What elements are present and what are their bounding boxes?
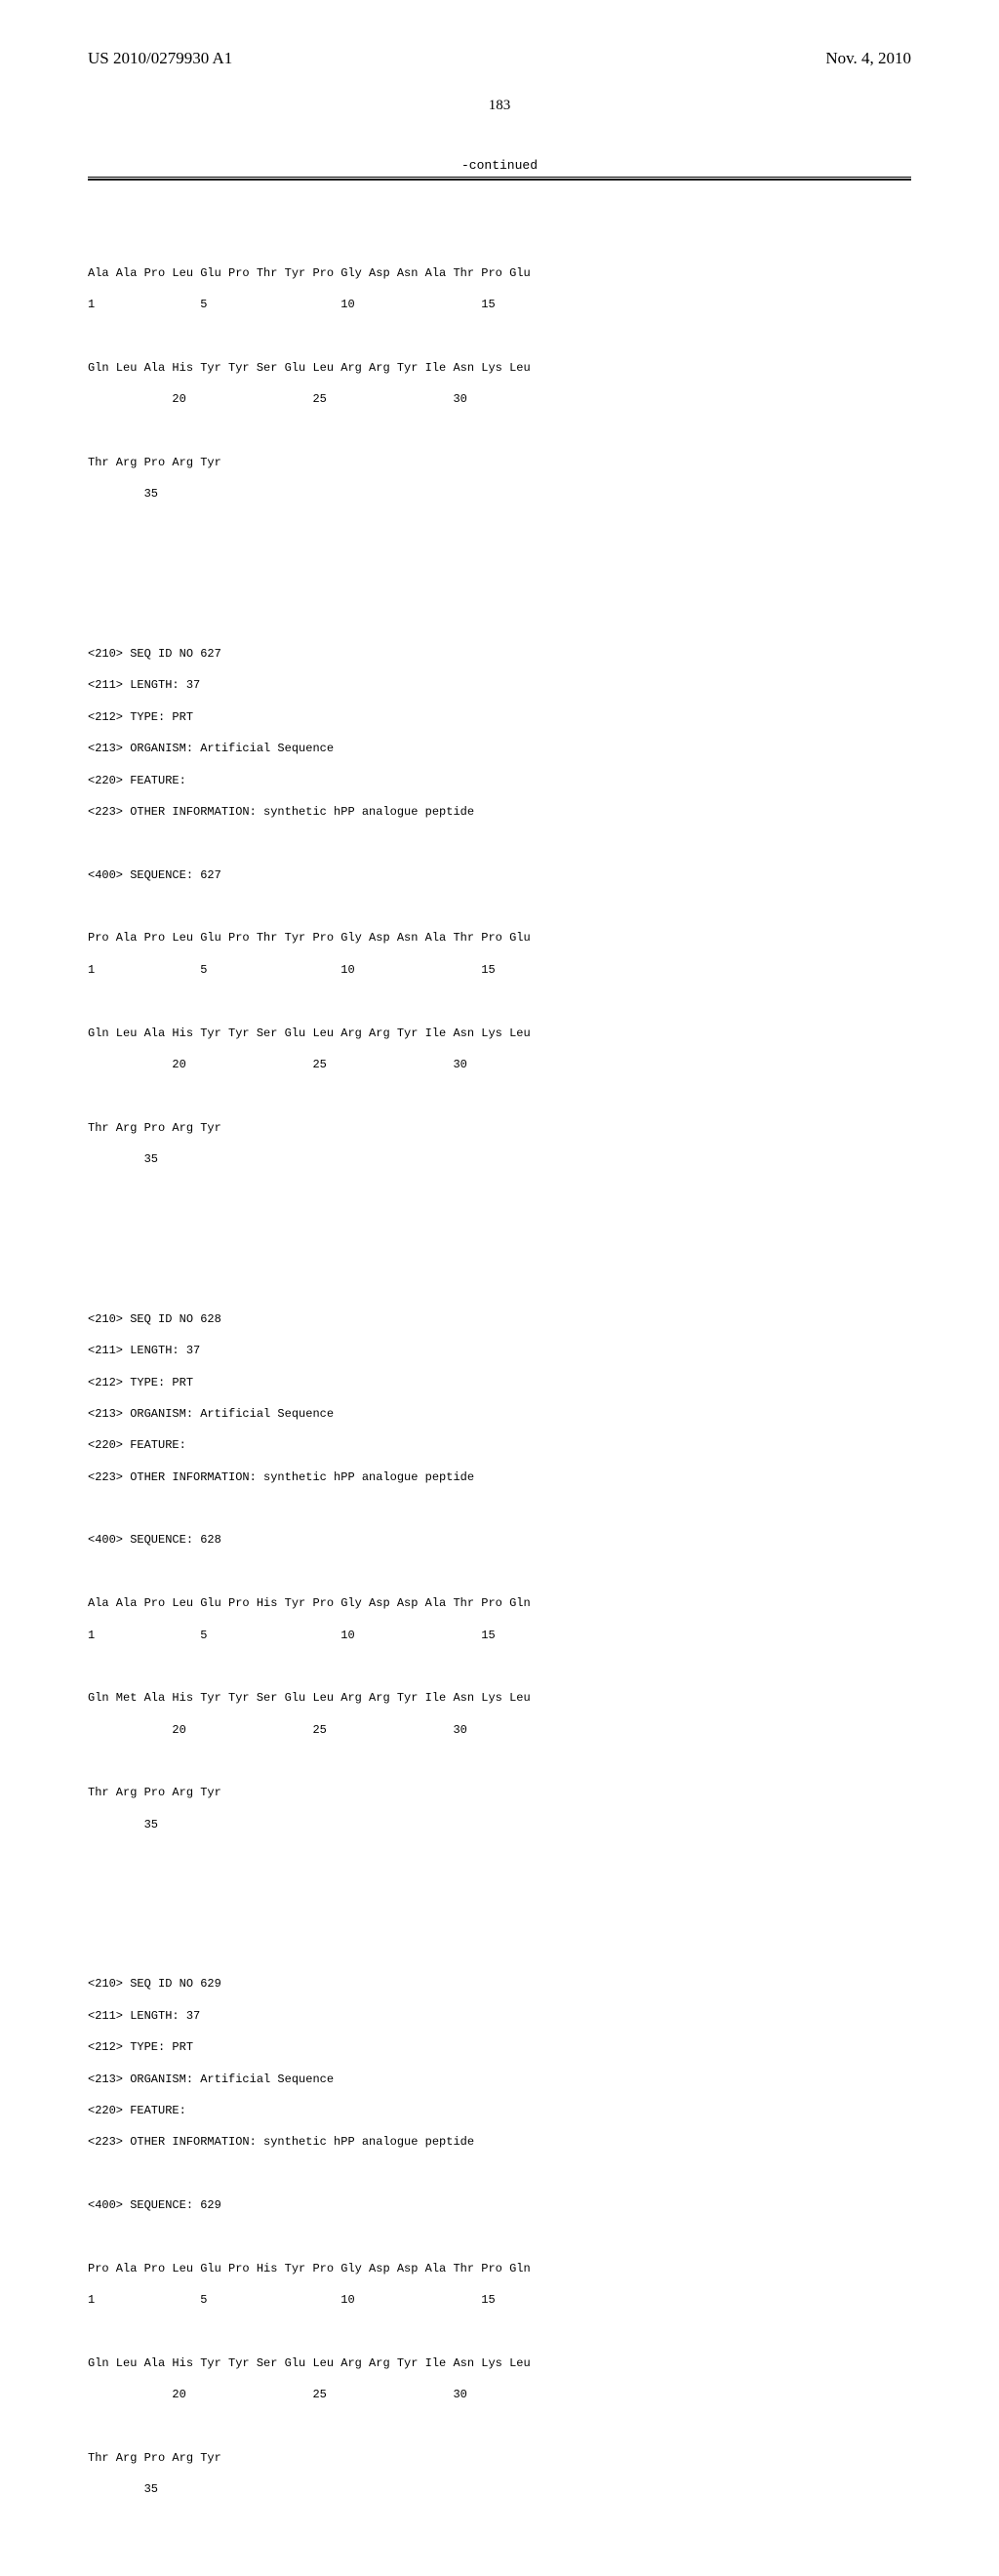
position-row: 1 5 10 15 <box>88 297 911 312</box>
residues-row: Pro Ala Pro Leu Glu Pro His Tyr Pro Gly … <box>88 2261 911 2276</box>
residues-row: Thr Arg Pro Arg Tyr <box>88 2450 911 2466</box>
position-row: 1 5 10 15 <box>88 962 911 978</box>
blank-row <box>88 1279 911 1295</box>
publication-number: US 2010/0279930 A1 <box>88 49 232 68</box>
blank-row <box>88 615 911 630</box>
residues-row: Pro Ala Pro Leu Glu Pro Thr Tyr Pro Gly … <box>88 930 911 946</box>
seq-label: <400> SEQUENCE: 629 <box>88 2197 911 2213</box>
position-row: 20 25 30 <box>88 2387 911 2402</box>
seq-header-line: <223> OTHER INFORMATION: synthetic hPP a… <box>88 2134 911 2150</box>
seq-header-line: <210> SEQ ID NO 629 <box>88 1976 911 1992</box>
seq-header-line: <212> TYPE: PRT <box>88 1375 911 1390</box>
publication-date: Nov. 4, 2010 <box>825 49 911 68</box>
sequence-block: Ala Ala Pro Leu Glu Pro Thr Tyr Pro Gly … <box>88 250 911 534</box>
seq-header-line: <212> TYPE: PRT <box>88 2039 911 2055</box>
residues-row: Thr Arg Pro Arg Tyr <box>88 1785 911 1800</box>
residues-row: Ala Ala Pro Leu Glu Pro Thr Tyr Pro Gly … <box>88 265 911 281</box>
blank-row <box>88 423 911 439</box>
position-row: 35 <box>88 2481 911 2497</box>
seq-header-line: <213> ORGANISM: Artificial Sequence <box>88 2072 911 2087</box>
seq-header-line: <220> FEATURE: <box>88 2103 911 2118</box>
blank-row <box>88 1945 911 1960</box>
seq-header-line: <211> LENGTH: 37 <box>88 1343 911 1358</box>
position-row: 20 25 30 <box>88 1057 911 1072</box>
seq-header-line: <213> ORGANISM: Artificial Sequence <box>88 1406 911 1422</box>
position-row: 1 5 10 15 <box>88 1628 911 1643</box>
seq-header-line: <211> LENGTH: 37 <box>88 2008 911 2024</box>
position-row: 35 <box>88 1817 911 1832</box>
divider-thin <box>88 177 911 178</box>
blank-row <box>88 1501 911 1516</box>
residues-row: Thr Arg Pro Arg Tyr <box>88 455 911 470</box>
blank-row <box>88 1564 911 1580</box>
blank-row <box>88 1659 911 1674</box>
residues-row: Gln Met Ala His Tyr Tyr Ser Glu Leu Arg … <box>88 1690 911 1706</box>
seq-header-line: <213> ORGANISM: Artificial Sequence <box>88 741 911 756</box>
page-header: US 2010/0279930 A1 Nov. 4, 2010 <box>88 49 911 68</box>
blank-row <box>88 2324 911 2340</box>
residues-row: Thr Arg Pro Arg Tyr <box>88 1120 911 1136</box>
residues-row: Gln Leu Ala His Tyr Tyr Ser Glu Leu Arg … <box>88 1026 911 1041</box>
blank-row <box>88 2229 911 2244</box>
position-row: 35 <box>88 1151 911 1167</box>
residues-row: Ala Ala Pro Leu Glu Pro His Tyr Pro Gly … <box>88 1595 911 1611</box>
position-row: 1 5 10 15 <box>88 2292 911 2308</box>
position-row: 35 <box>88 486 911 502</box>
blank-row <box>88 993 911 1009</box>
seq-header-line: <212> TYPE: PRT <box>88 709 911 725</box>
blank-row <box>88 835 911 851</box>
sequence-block: <210> SEQ ID NO 627 <211> LENGTH: 37 <21… <box>88 599 911 1199</box>
residues-row: Gln Leu Ala His Tyr Tyr Ser Glu Leu Arg … <box>88 2355 911 2371</box>
blank-row <box>88 1088 911 1104</box>
sequence-listing: Ala Ala Pro Leu Glu Pro Thr Tyr Pro Gly … <box>88 202 911 2576</box>
blank-row <box>88 329 911 344</box>
residues-row: Gln Leu Ala His Tyr Tyr Ser Glu Leu Arg … <box>88 360 911 376</box>
blank-row <box>88 2166 911 2182</box>
seq-label: <400> SEQUENCE: 627 <box>88 867 911 883</box>
seq-header-line: <210> SEQ ID NO 628 <box>88 1311 911 1327</box>
seq-header-line: <220> FEATURE: <box>88 1437 911 1453</box>
seq-header-line: <223> OTHER INFORMATION: synthetic hPP a… <box>88 1469 911 1485</box>
seq-header-line: <211> LENGTH: 37 <box>88 677 911 693</box>
blank-row <box>88 1753 911 1769</box>
sequence-block: <210> SEQ ID NO 628 <211> LENGTH: 37 <21… <box>88 1264 911 1864</box>
position-row: 20 25 30 <box>88 1722 911 1738</box>
continued-label: -continued <box>88 158 911 173</box>
page-number: 183 <box>88 98 911 114</box>
seq-header-line: <220> FEATURE: <box>88 773 911 788</box>
sequence-block: <210> SEQ ID NO 629 <211> LENGTH: 37 <21… <box>88 1929 911 2529</box>
divider-thick <box>88 179 911 181</box>
seq-label: <400> SEQUENCE: 628 <box>88 1532 911 1548</box>
blank-row <box>88 2419 911 2435</box>
patent-page: US 2010/0279930 A1 Nov. 4, 2010 183 -con… <box>0 0 999 2576</box>
seq-header-line: <210> SEQ ID NO 627 <box>88 646 911 662</box>
blank-row <box>88 899 911 914</box>
position-row: 20 25 30 <box>88 391 911 407</box>
seq-header-line: <223> OTHER INFORMATION: synthetic hPP a… <box>88 804 911 820</box>
